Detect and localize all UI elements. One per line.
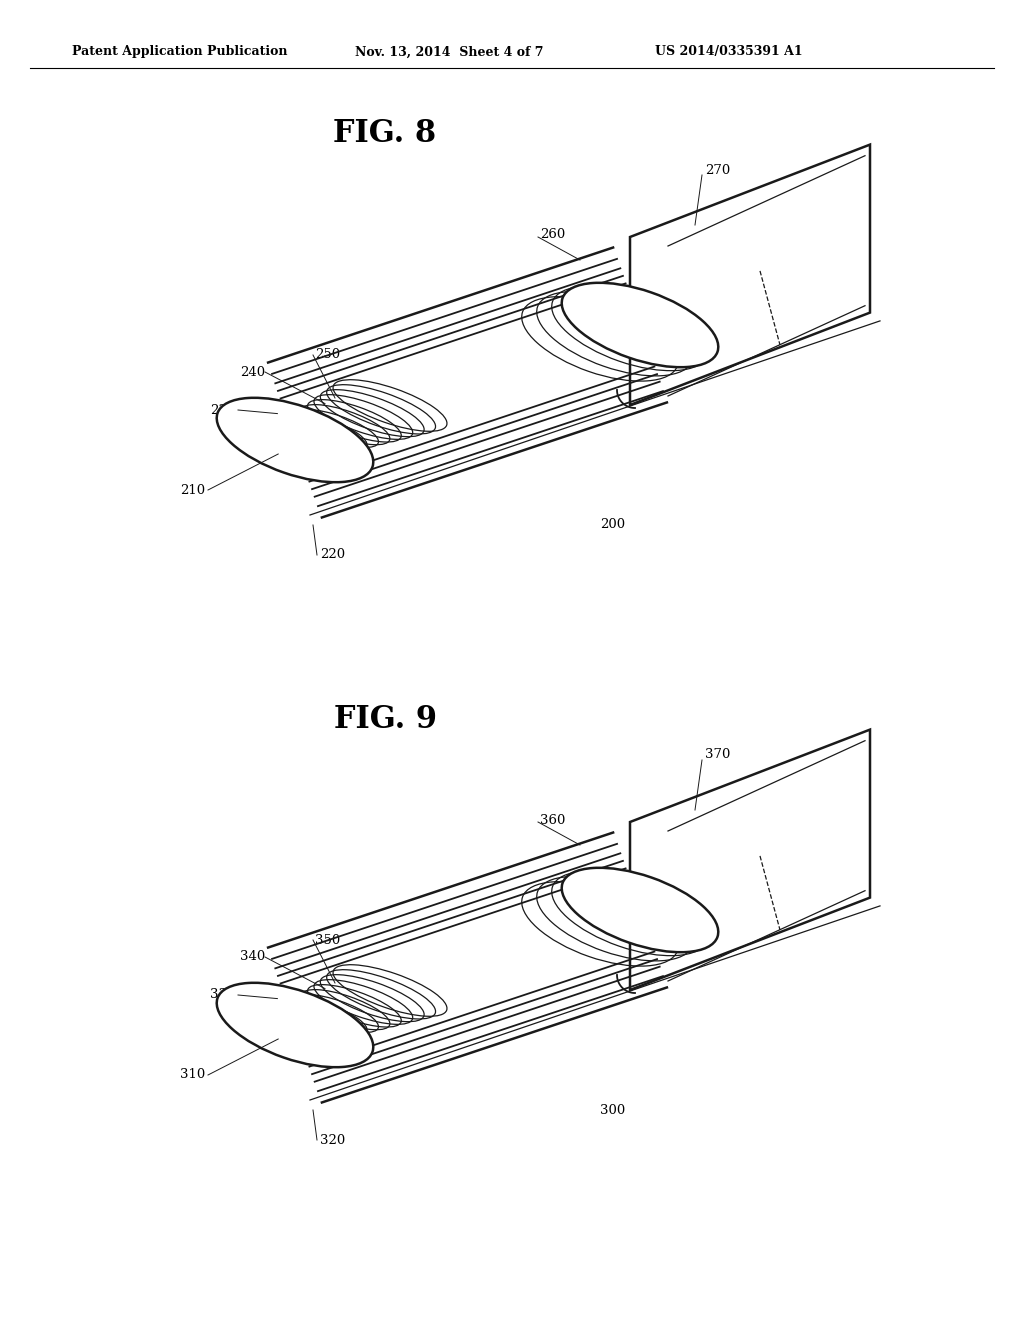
Text: 330: 330 [210, 989, 234, 1002]
Text: 260: 260 [540, 228, 565, 242]
Polygon shape [630, 145, 870, 405]
Ellipse shape [217, 983, 374, 1067]
Text: FIG. 9: FIG. 9 [334, 705, 436, 735]
Text: Patent Application Publication: Patent Application Publication [72, 45, 288, 58]
Text: 250: 250 [315, 348, 340, 362]
Text: US 2014/0335391 A1: US 2014/0335391 A1 [655, 45, 803, 58]
Ellipse shape [261, 421, 330, 458]
Ellipse shape [246, 998, 345, 1052]
Ellipse shape [268, 1011, 322, 1039]
Ellipse shape [583, 294, 697, 356]
Text: 310: 310 [180, 1068, 205, 1081]
Text: 300: 300 [600, 1104, 626, 1117]
Text: 240: 240 [240, 366, 265, 379]
Ellipse shape [238, 409, 352, 471]
Text: 270: 270 [705, 164, 730, 177]
Text: 200: 200 [600, 519, 625, 532]
Text: FIG. 8: FIG. 8 [334, 117, 436, 149]
Text: 340: 340 [240, 950, 265, 964]
Ellipse shape [562, 282, 718, 367]
Text: 320: 320 [319, 1134, 345, 1147]
Ellipse shape [228, 989, 361, 1061]
Ellipse shape [573, 874, 707, 946]
Ellipse shape [573, 289, 707, 362]
Ellipse shape [253, 417, 337, 462]
Text: 350: 350 [315, 933, 340, 946]
Ellipse shape [583, 879, 697, 941]
Ellipse shape [246, 413, 345, 467]
Ellipse shape [238, 994, 352, 1056]
Text: 370: 370 [705, 748, 730, 762]
Ellipse shape [253, 1002, 337, 1048]
Text: 360: 360 [540, 813, 565, 826]
Ellipse shape [268, 425, 322, 454]
Text: 220: 220 [319, 549, 345, 561]
Text: 210: 210 [180, 483, 205, 496]
Polygon shape [630, 730, 870, 990]
Ellipse shape [562, 867, 718, 952]
Text: Nov. 13, 2014  Sheet 4 of 7: Nov. 13, 2014 Sheet 4 of 7 [355, 45, 544, 58]
Ellipse shape [228, 404, 361, 477]
Ellipse shape [217, 397, 374, 482]
Text: 230: 230 [210, 404, 234, 417]
Ellipse shape [261, 1006, 330, 1044]
